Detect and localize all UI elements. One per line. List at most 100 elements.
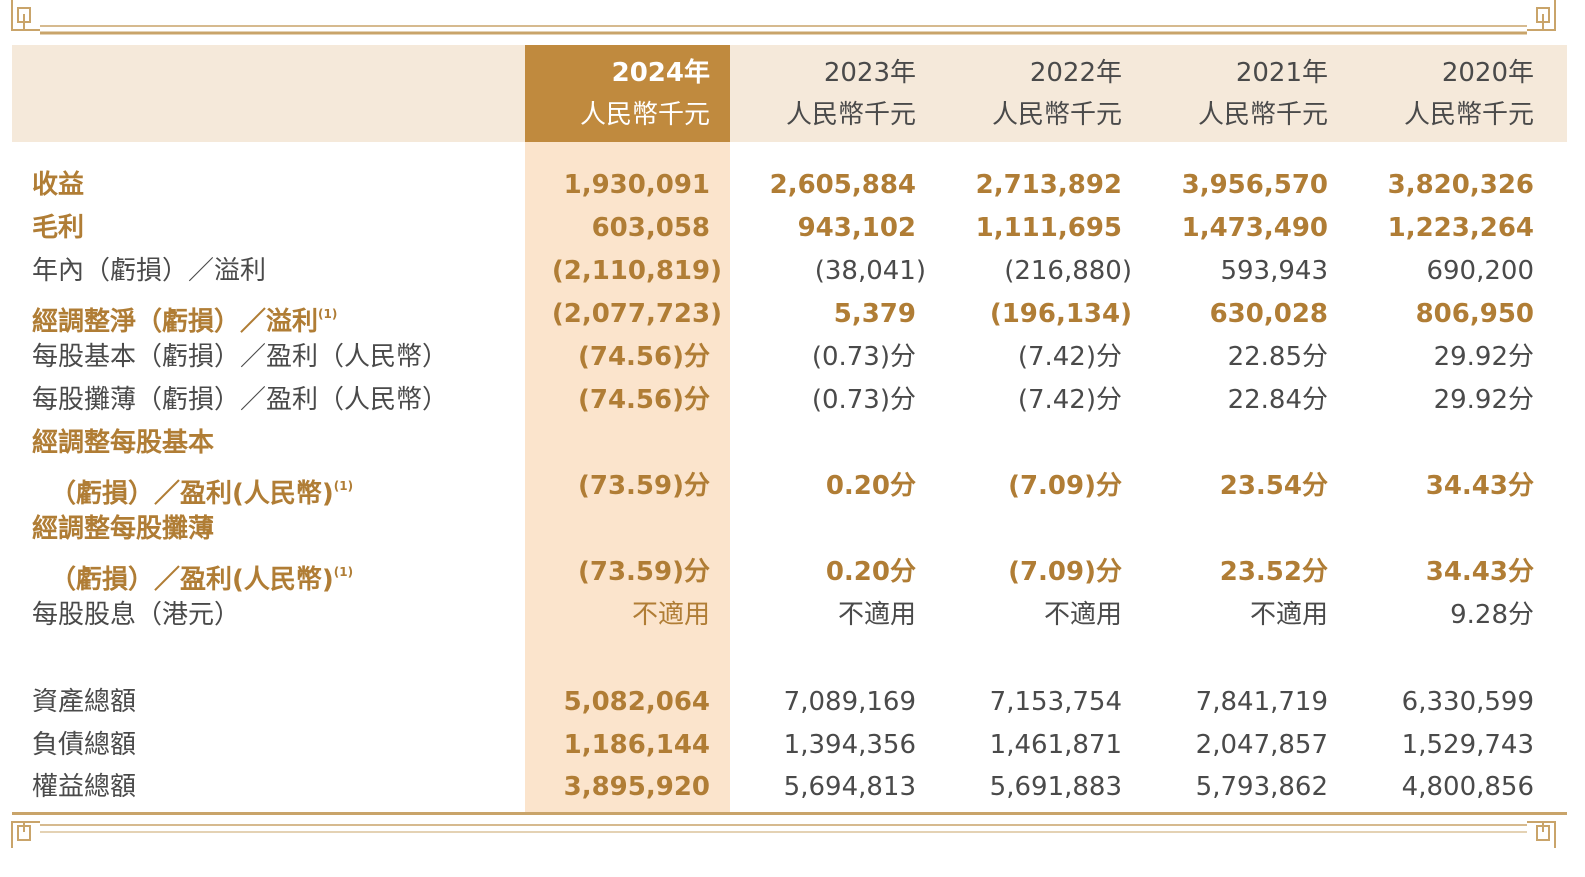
column-year: 2024年 — [611, 58, 710, 88]
cell: (216,880) — [1004, 256, 1132, 286]
column-header-2022: 2022年 人民幣千元 — [942, 52, 1122, 136]
footnote-marker: (1) — [333, 479, 354, 493]
cell: (196,134) — [989, 299, 1132, 329]
highlight-column-body — [525, 142, 730, 812]
cell: (38,041) — [814, 256, 926, 286]
cell: 4,800,856 — [1401, 772, 1534, 802]
cell: 1,930,091 — [563, 170, 710, 200]
cell: 7,153,754 — [989, 687, 1122, 717]
footnote-marker: (1) — [333, 565, 354, 579]
cell: 2,047,857 — [1195, 730, 1328, 760]
row-label-revenue: 收益 — [32, 170, 85, 200]
cell: (7.09)分 — [1008, 557, 1122, 587]
row-label-text: （虧損）／盈利(人民幣) — [50, 565, 334, 595]
cell: (0.73)分 — [811, 385, 916, 415]
row-label-total-assets: 資產總額 — [32, 687, 137, 717]
cell: 7,841,719 — [1195, 687, 1328, 717]
cell: 不適用 — [631, 600, 710, 630]
cell: 6,330,599 — [1401, 687, 1534, 717]
cell: (0.73)分 — [811, 342, 916, 372]
column-year: 2022年 — [1029, 58, 1122, 88]
cell: 3,895,920 — [563, 772, 710, 802]
column-unit: 人民幣千元 — [991, 100, 1122, 130]
cell: 29.92分 — [1433, 342, 1534, 372]
cell: 不適用 — [837, 600, 916, 630]
table-header-band — [12, 45, 1567, 142]
column-year: 2023年 — [823, 58, 916, 88]
cell: 806,950 — [1415, 299, 1534, 329]
row-label-total-liabilities: 負債總額 — [32, 730, 137, 760]
column-header-2024: 2024年 人民幣千元 — [530, 52, 710, 136]
column-unit: 人民幣千元 — [1403, 100, 1534, 130]
cell: 1,223,264 — [1387, 213, 1534, 243]
cell: (7.42)分 — [1017, 385, 1122, 415]
cell: 29.92分 — [1433, 385, 1534, 415]
table-bottom-rule — [12, 812, 1567, 815]
row-label-diluted-eps: 每股攤薄（虧損）／盈利（人民幣） — [32, 385, 449, 415]
row-label-text: （虧損）／盈利(人民幣) — [50, 479, 334, 509]
cell: 23.52分 — [1219, 557, 1328, 587]
column-header-2020: 2020年 人民幣千元 — [1354, 52, 1534, 136]
cell: (74.56)分 — [577, 385, 710, 415]
cell: 1,473,490 — [1181, 213, 1328, 243]
cell: (73.59)分 — [577, 471, 710, 501]
cell: 1,529,743 — [1401, 730, 1534, 760]
cell: 不適用 — [1249, 600, 1328, 630]
column-unit: 人民幣千元 — [1197, 100, 1328, 130]
cell: 1,461,871 — [989, 730, 1122, 760]
column-unit: 人民幣千元 — [785, 100, 916, 130]
row-label-profit-for-year: 年內（虧損）／溢利 — [32, 256, 267, 286]
column-year: 2021年 — [1235, 58, 1328, 88]
row-label-gross-profit: 毛利 — [32, 213, 85, 243]
cell: 1,186,144 — [563, 730, 710, 760]
column-unit: 人民幣千元 — [579, 100, 710, 130]
decorative-border-bottom — [0, 812, 1585, 872]
column-header-2023: 2023年 人民幣千元 — [736, 52, 916, 136]
cell: (74.56)分 — [577, 342, 710, 372]
cell: 5,379 — [833, 299, 916, 329]
decorative-border-top — [0, 0, 1585, 36]
highlight-column-header — [525, 45, 730, 142]
column-header-2021: 2021年 人民幣千元 — [1148, 52, 1328, 136]
cell: 603,058 — [591, 213, 710, 243]
cell: 943,102 — [797, 213, 916, 243]
cell: 630,028 — [1209, 299, 1328, 329]
row-label-total-equity: 權益總額 — [32, 772, 137, 802]
cell: 3,820,326 — [1387, 170, 1534, 200]
row-label-adjusted-diluted-eps: 經調整每股攤薄 — [32, 514, 215, 544]
cell: 22.84分 — [1227, 385, 1328, 415]
cell: (7.09)分 — [1008, 471, 1122, 501]
cell: 23.54分 — [1219, 471, 1328, 501]
row-label-basic-eps: 每股基本（虧損）／盈利（人民幣） — [32, 342, 449, 372]
row-label-text: 經調整淨（虧損）／溢利 — [32, 307, 319, 337]
cell: 2,713,892 — [975, 170, 1122, 200]
row-label-adjusted-basic-eps-line2: （虧損）／盈利(人民幣)(1) — [50, 465, 353, 516]
cell: 7,089,169 — [783, 687, 916, 717]
cell: 2,605,884 — [769, 170, 916, 200]
cell: 1,111,695 — [975, 213, 1122, 243]
row-label-adjusted-basic-eps: 經調整每股基本 — [32, 428, 215, 458]
row-label-dividend-per-share: 每股股息（港元） — [32, 600, 241, 630]
cell: 0.20分 — [825, 557, 916, 587]
cell: 5,694,813 — [783, 772, 916, 802]
cell: 5,793,862 — [1195, 772, 1328, 802]
cell: 5,691,883 — [989, 772, 1122, 802]
cell: (2,110,819) — [551, 256, 722, 286]
cell: 34.43分 — [1425, 557, 1534, 587]
cell: 5,082,064 — [563, 687, 710, 717]
row-label-adjusted-net-profit: 經調整淨（虧損）／溢利(1) — [32, 293, 337, 344]
cell: 34.43分 — [1425, 471, 1534, 501]
cell: 0.20分 — [825, 471, 916, 501]
footnote-marker: (1) — [318, 307, 338, 321]
cell: 不適用 — [1043, 600, 1122, 630]
cell: 9.28分 — [1450, 600, 1534, 630]
cell: 690,200 — [1426, 256, 1534, 286]
cell: (2,077,723) — [551, 299, 722, 329]
cell: 3,956,570 — [1181, 170, 1328, 200]
cell: (73.59)分 — [577, 557, 710, 587]
cell: 22.85分 — [1227, 342, 1328, 372]
column-year: 2020年 — [1441, 58, 1534, 88]
row-label-adjusted-diluted-eps-line2: （虧損）／盈利(人民幣)(1) — [50, 551, 353, 602]
cell: 1,394,356 — [783, 730, 916, 760]
cell: (7.42)分 — [1017, 342, 1122, 372]
